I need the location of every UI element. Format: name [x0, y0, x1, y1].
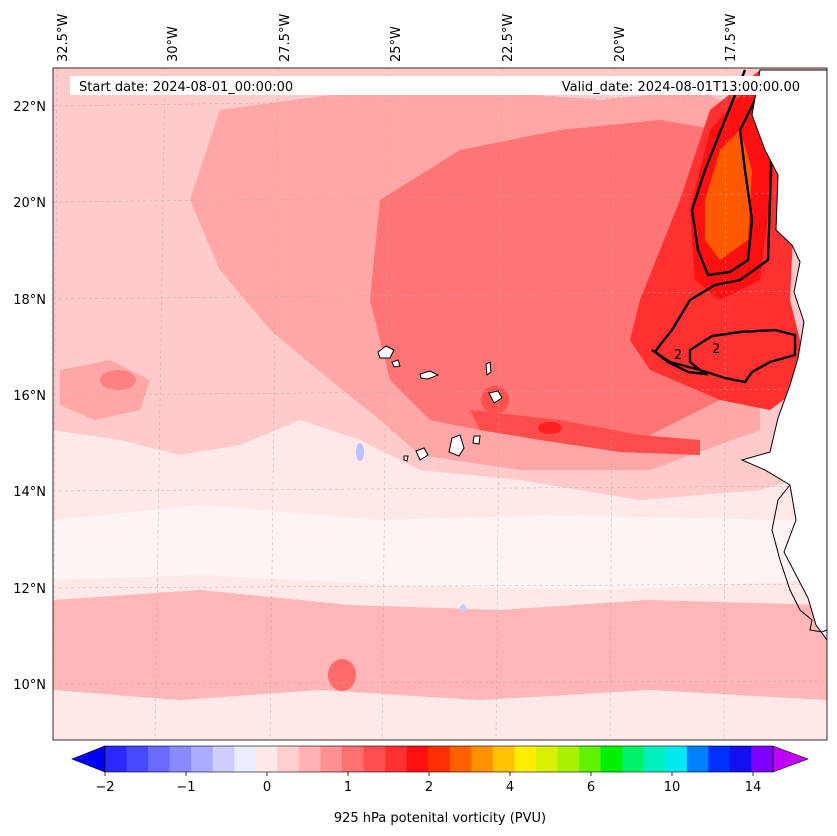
- island: [485, 361, 492, 376]
- colorbar-extend-low: [71, 745, 106, 773]
- pv-field-negative-spot: [460, 604, 466, 612]
- colorbar-swatch: [643, 746, 666, 772]
- pv-contour-2-loop: [651, 85, 797, 384]
- pv-field-spot-south: [328, 659, 356, 691]
- colorbar-tick-label: 6: [587, 780, 595, 795]
- colorbar-swatches: [71, 745, 809, 773]
- map-frame: [52, 67, 828, 741]
- lat-label: 18°N: [13, 293, 46, 308]
- colorbar-tick-label: −1: [176, 780, 195, 795]
- colorbar-swatch: [449, 746, 472, 772]
- lon-label: 17.5°W: [724, 14, 739, 62]
- colorbar-swatch: [212, 746, 235, 772]
- island: [391, 359, 401, 368]
- pv-contour-2-main: [690, 69, 762, 277]
- coastline-africa: [740, 69, 827, 641]
- colorbar-swatch: [320, 746, 343, 772]
- colorbar-swatch: [298, 746, 321, 772]
- lat-label: 20°N: [13, 196, 46, 211]
- lon-label: 27.5°W: [278, 14, 293, 62]
- colorbar-swatch: [686, 746, 709, 772]
- colorbar-tick-label: −2: [95, 780, 114, 795]
- island: [377, 345, 395, 359]
- colorbar-swatch: [492, 746, 515, 772]
- pv-field-band-east: [470, 410, 700, 455]
- colorbar-label: 925 hPa potenital vorticity (PVU): [334, 811, 546, 826]
- colorbar-tick-label: 0: [263, 780, 271, 795]
- contour-label: 2: [712, 342, 720, 357]
- pv-field-negative-spot: [356, 443, 364, 461]
- valid-date-label: Valid_date: 2024-08-01T13:00:00.00: [562, 80, 800, 95]
- colorbar-swatch: [665, 746, 688, 772]
- colorbar-swatch: [557, 746, 580, 772]
- colorbar-swatch: [729, 746, 752, 772]
- graticule: [53, 68, 827, 740]
- colorbar-swatch: [169, 746, 192, 772]
- pv-field-mid-south: [53, 590, 827, 700]
- pv-field-spot-west: [100, 370, 136, 390]
- header-band: [70, 76, 808, 95]
- pv-field-neutral-patch: [53, 505, 827, 590]
- pv-field-spot-center: [538, 422, 562, 434]
- island: [419, 370, 440, 380]
- colorbar-tick-label: 1: [344, 780, 352, 795]
- colorbar-swatch: [255, 746, 278, 772]
- colorbar-tick-label: 4: [506, 780, 514, 795]
- colorbar-swatch: [514, 746, 537, 772]
- pv-field-strong-swath: [370, 120, 720, 440]
- colorbar-swatch: [406, 746, 429, 772]
- colorbar: −2 −1 0 1 2 4 6 10 14 925 hPa potenital vorticit…: [71, 745, 809, 826]
- longitude-labels: 32.5°W 30°W 27.5°W 25°W 22.5°W 20°W 17.5…: [56, 14, 739, 62]
- pv-field-orange-core: [705, 130, 752, 260]
- colorbar-swatch: [600, 746, 623, 772]
- colorbar-swatch: [191, 746, 214, 772]
- colorbar-swatch: [535, 746, 559, 772]
- map-panel: [53, 68, 827, 740]
- island: [403, 455, 409, 462]
- colorbar-swatch: [277, 746, 300, 772]
- colorbar-swatch: [579, 746, 602, 772]
- colorbar-ticks: −2 −1 0 1 2 4 6 10 14: [95, 772, 761, 795]
- lat-label: 16°N: [13, 389, 46, 404]
- colorbar-swatch: [622, 746, 645, 772]
- latitude-labels: 22°N 20°N 18°N 16°N 14°N 12°N 10°N: [13, 100, 46, 693]
- lon-label: 30°W: [166, 26, 181, 62]
- island: [415, 447, 429, 461]
- island: [472, 435, 481, 445]
- coastline-detail: [771, 484, 827, 633]
- lon-label: 32.5°W: [56, 14, 71, 62]
- colorbar-extend-high: [772, 745, 809, 773]
- colorbar-swatch: [428, 746, 451, 772]
- colorbar-swatch: [148, 746, 171, 772]
- lat-label: 12°N: [13, 582, 46, 597]
- island: [488, 390, 503, 404]
- colorbar-swatch: [471, 746, 494, 772]
- colorbar-swatch: [385, 746, 408, 772]
- colorbar-tick-label: 10: [664, 780, 681, 795]
- colorbar-swatch: [234, 746, 257, 772]
- colorbar-swatch: [342, 746, 365, 772]
- colorbar-swatch: [126, 746, 149, 772]
- colorbar-tick-label: 14: [745, 780, 762, 795]
- colorbar-frame: [104, 745, 774, 773]
- colorbar-swatch: [363, 746, 386, 772]
- colorbar-swatch: [708, 746, 731, 772]
- colorbar-swatch: [751, 746, 774, 772]
- lon-label: 22.5°W: [501, 14, 516, 62]
- start-date-label: Start date: 2024-08-01_00:00:00: [79, 80, 293, 95]
- colorbar-swatch: [105, 746, 128, 772]
- colorbar-tick-label: 2: [425, 780, 433, 795]
- lat-label: 10°N: [13, 678, 46, 693]
- lon-label: 25°W: [389, 26, 404, 62]
- island: [448, 434, 465, 457]
- lon-label: 20°W: [613, 26, 628, 62]
- lat-label: 22°N: [13, 100, 46, 115]
- contour-label: 2: [674, 348, 682, 363]
- lat-label: 14°N: [13, 485, 46, 500]
- cape-verde-islands: [377, 345, 503, 462]
